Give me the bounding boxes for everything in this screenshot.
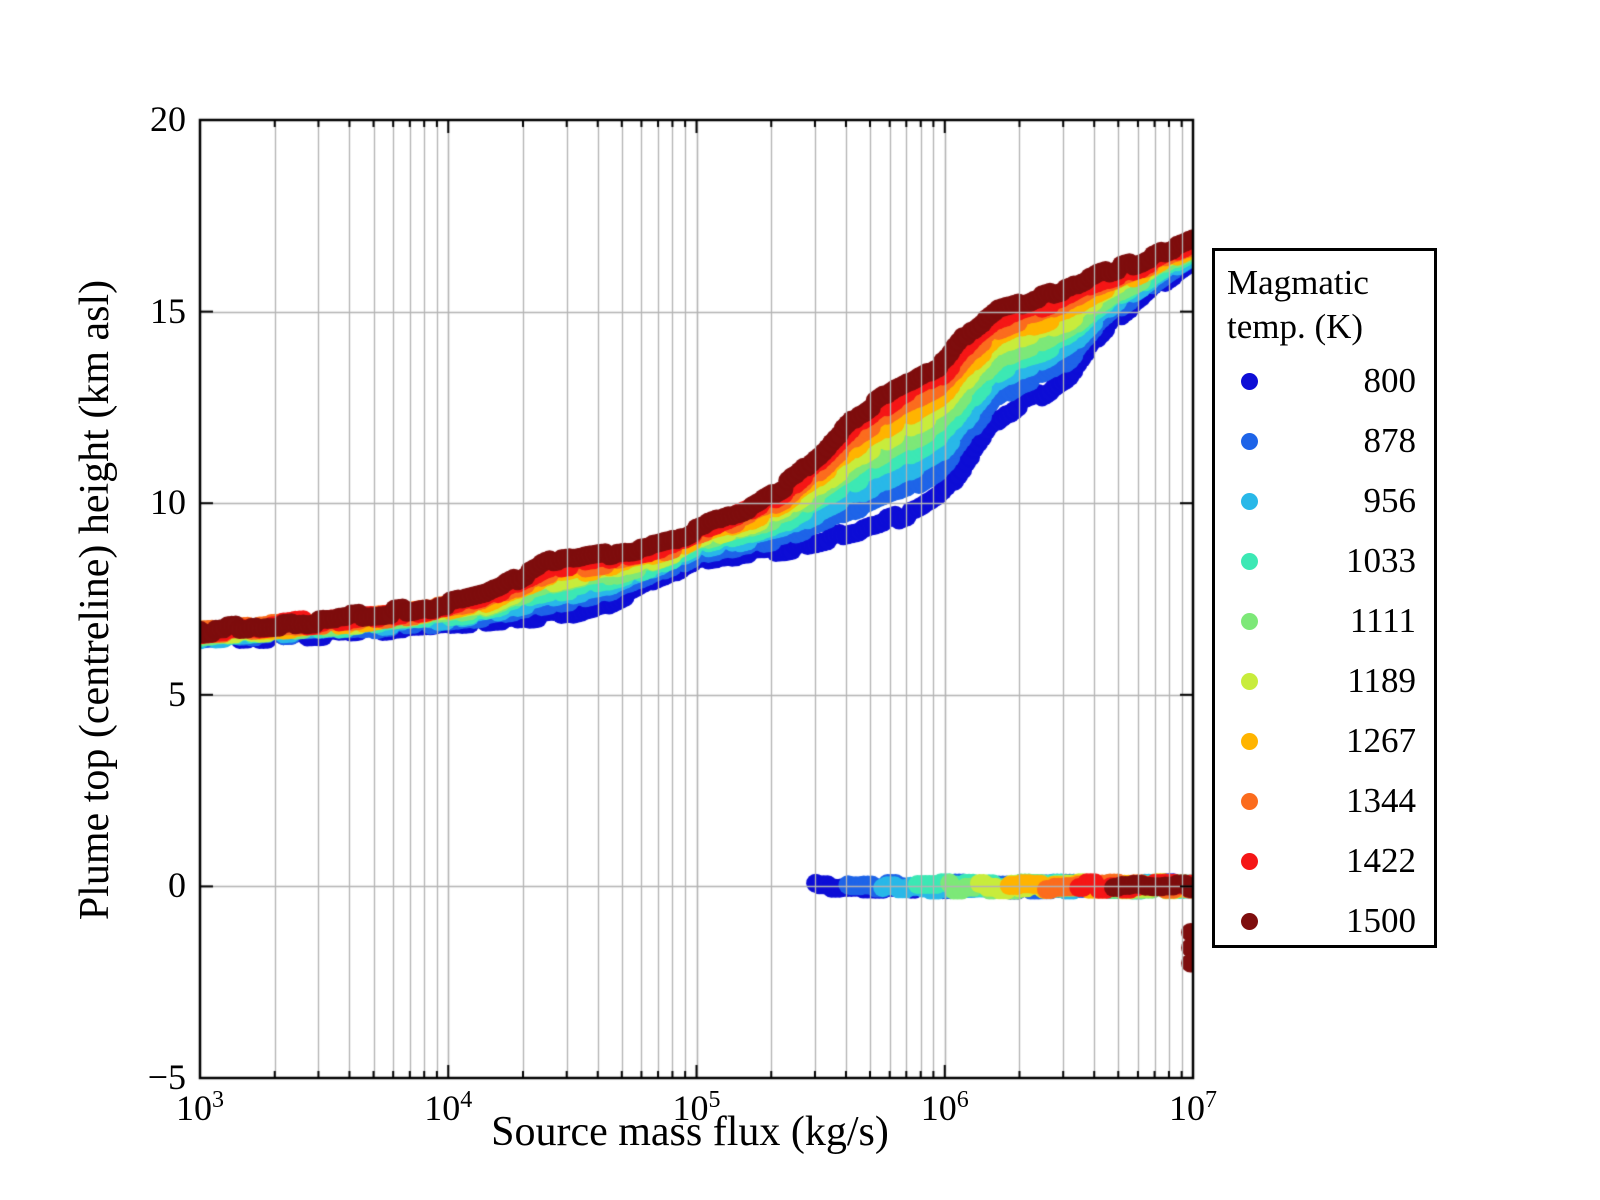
legend-entry: 800 — [1215, 351, 1434, 411]
x-tick-base: 10 — [920, 1088, 957, 1128]
legend-title-line1: Magmatic — [1227, 263, 1369, 302]
legend-marker-dot — [1241, 552, 1258, 570]
y-tick-label: 10 — [150, 482, 186, 523]
x-axis-label: Source mass flux (kg/s) — [491, 1109, 889, 1155]
legend-entry: 956 — [1215, 471, 1434, 531]
legend-entry: 1111 — [1215, 591, 1434, 651]
x-tick-label: 105 — [632, 1088, 762, 1128]
legend-entry-label: 1500 — [1346, 901, 1416, 940]
legend-entry: 1422 — [1215, 831, 1434, 891]
legend-marker-dot — [1241, 912, 1258, 930]
legend-marker-dot — [1241, 732, 1258, 750]
x-tick-label: 103 — [135, 1088, 265, 1128]
x-tick-base: 10 — [424, 1088, 461, 1128]
x-tick-exponent: 4 — [460, 1087, 473, 1113]
y-tick-label: 5 — [168, 673, 186, 714]
legend-title-line2: temp. (K) — [1227, 307, 1364, 346]
legend-entry-label: 1422 — [1346, 841, 1416, 880]
x-tick-base: 10 — [672, 1088, 709, 1128]
legend-marker-dot — [1241, 612, 1258, 630]
x-tick-label: 107 — [1128, 1088, 1258, 1128]
legend-marker-dot — [1241, 672, 1258, 690]
x-tick-label: 106 — [880, 1088, 1010, 1128]
x-tick-label: 104 — [383, 1088, 513, 1128]
legend-marker-dot — [1241, 792, 1258, 810]
y-tick-label: 15 — [150, 290, 186, 331]
x-tick-base: 10 — [1169, 1088, 1205, 1128]
y-axis-label: Plume top (centreline) height (km asl) — [72, 279, 118, 921]
legend-entries: 800 878 956 1033 1111 1189 1267 1344 1422 1500 — [1215, 351, 1434, 951]
y-tick-label: −5 — [147, 1057, 186, 1097]
x-tick-exponent: 6 — [956, 1087, 969, 1113]
legend-marker-dot — [1241, 852, 1258, 870]
legend-entry: 1189 — [1215, 651, 1434, 711]
legend-entry-label: 1189 — [1347, 661, 1416, 700]
legend-entry: 1344 — [1215, 771, 1434, 831]
legend-entry: 878 — [1215, 411, 1434, 471]
legend-entry-label: 878 — [1363, 421, 1417, 460]
legend-entry: 1033 — [1215, 531, 1434, 591]
legend-entry-label: 1267 — [1346, 721, 1416, 760]
legend-entry-label: 956 — [1363, 481, 1417, 520]
x-tick-exponent: 3 — [212, 1087, 224, 1113]
legend-entry-label: 800 — [1363, 361, 1417, 400]
legend-box: Magmatic temp. (K) 800 878 956 1033 1111 1189… — [1212, 248, 1437, 948]
x-tick-exponent: 5 — [708, 1087, 721, 1113]
x-tick-base: 10 — [176, 1088, 212, 1128]
x-tick-exponent: 7 — [1205, 1087, 1217, 1113]
legend-entry-label: 1344 — [1346, 781, 1416, 820]
legend-marker-dot — [1241, 372, 1258, 390]
legend-entry-label: 1111 — [1349, 601, 1416, 640]
legend-entry-label: 1033 — [1346, 541, 1416, 580]
legend-entry: 1500 — [1215, 891, 1434, 951]
legend-title: Magmatic temp. (K) — [1215, 251, 1434, 351]
legend-marker-dot — [1241, 432, 1258, 450]
legend-entry: 1267 — [1215, 711, 1434, 771]
y-tick-label: 20 — [150, 99, 186, 139]
y-tick-label: 0 — [168, 865, 186, 906]
legend-marker-dot — [1241, 492, 1258, 510]
